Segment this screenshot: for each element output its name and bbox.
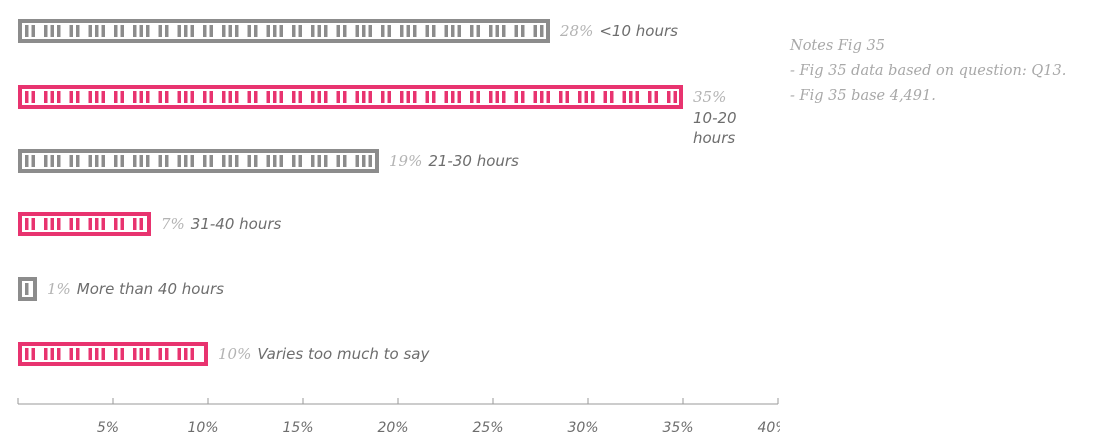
data-label: 28% <10 hours (559, 22, 678, 40)
tick-label: 35% (662, 420, 693, 435)
category-label: 10-20 (693, 109, 737, 127)
tick-label: 5% (97, 420, 119, 435)
tick-label: 25% (472, 420, 503, 435)
bars (18, 19, 683, 366)
data-label: 10% Varies too much to say (218, 345, 430, 363)
notes-line-question: - Fig 35 data based on question: Q13. (790, 63, 1067, 79)
bar (18, 19, 550, 43)
tick-label: 15% (282, 420, 313, 435)
bar-chart: 28% <10 hours 35% 10-20 hours 19% 21-30 hours 7… (17, 19, 780, 435)
tick-label: 40% (757, 420, 780, 435)
data-label: 35% (693, 88, 726, 106)
tick-label: 30% (567, 420, 598, 435)
notes-line-base: - Fig 35 base 4,491. (790, 88, 936, 104)
x-axis: 5% 10% 15% 20% 25% 30% 35% 40% (17, 398, 780, 435)
bar (18, 277, 37, 301)
data-label: 7% 31-40 hours (161, 215, 282, 233)
bar (18, 342, 208, 366)
bar (18, 212, 151, 236)
bar (18, 85, 683, 109)
notes-panel: Notes Fig 35 - Fig 35 data based on ques… (790, 34, 1108, 109)
data-label: 1% More than 40 hours (47, 280, 224, 298)
tick-label: 10% (187, 420, 218, 435)
tick-label: 20% (377, 420, 408, 435)
category-label: hours (693, 129, 735, 147)
value-labels: 28% <10 hours 35% 10-20 hours 19% 21-30 hours 7… (47, 22, 737, 363)
notes-title: Notes Fig 35 (790, 38, 885, 54)
data-label: 19% 21-30 hours (389, 152, 519, 170)
bar (18, 149, 379, 173)
